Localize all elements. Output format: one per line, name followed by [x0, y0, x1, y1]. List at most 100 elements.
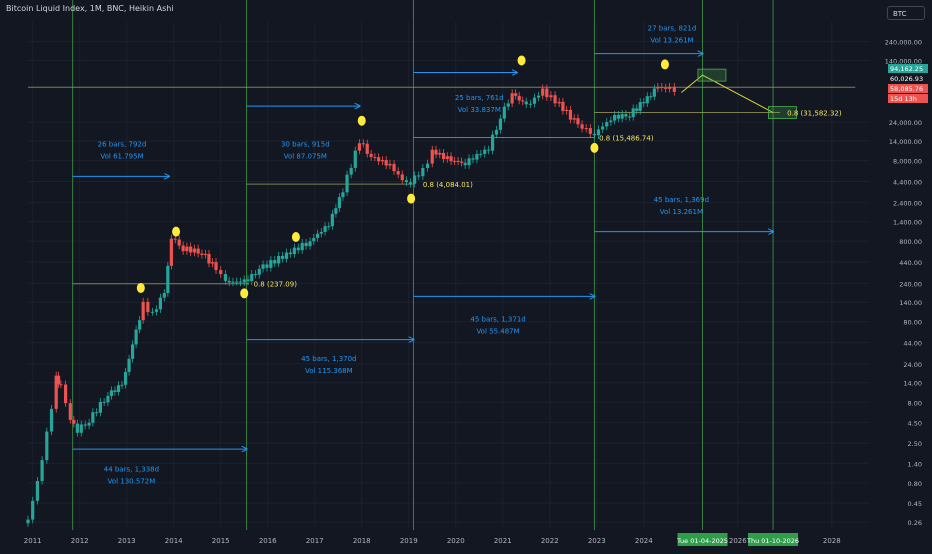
fib-label: 0.8 (4,084.01) — [423, 181, 473, 189]
candle-body — [166, 265, 170, 294]
price-badge-label: 15d 13h — [890, 95, 917, 103]
candle-body — [169, 238, 173, 266]
x-tick-label: 2016 — [259, 537, 277, 545]
candle-body — [296, 247, 300, 251]
candle-body — [177, 239, 181, 246]
candle-body — [56, 375, 61, 385]
candle-body — [162, 293, 166, 298]
x-tick-label: 2013 — [118, 537, 136, 545]
candle-body — [308, 241, 312, 247]
price-badge — [888, 94, 928, 103]
candle-body — [120, 384, 124, 386]
candle-body — [652, 88, 656, 97]
y-tick-label: 1.40 — [908, 460, 922, 468]
candle-body — [98, 401, 102, 413]
candle-body — [323, 226, 327, 232]
candle-body — [265, 264, 269, 268]
candle-body — [196, 248, 200, 254]
candle-body — [75, 423, 79, 433]
candle-body — [68, 403, 72, 420]
measure-volume: Vol 87.075M — [284, 152, 327, 160]
candle-body — [514, 93, 518, 96]
candle-body — [334, 208, 338, 214]
measure-label: 45 bars, 1,370d — [301, 355, 356, 363]
x-tick-label: 2018 — [353, 537, 371, 545]
candle-body — [438, 152, 442, 155]
y-tick-label: 0.45 — [908, 500, 922, 508]
candle-body — [203, 253, 208, 255]
candle-body — [417, 175, 421, 177]
candle-body — [288, 252, 293, 255]
price-badge — [888, 84, 928, 93]
candle-body — [421, 168, 425, 177]
date-badge — [677, 533, 728, 546]
x-tick-label: 2011 — [24, 537, 42, 545]
candle-body — [83, 424, 87, 426]
candle-body — [572, 118, 576, 120]
y-tick-label: 140,000.00 — [885, 57, 922, 65]
candle-body — [624, 114, 628, 117]
projection-path — [681, 74, 774, 113]
candle-body — [384, 160, 388, 166]
candle-body — [445, 156, 449, 160]
candle-body — [449, 156, 453, 162]
candle-body — [668, 86, 672, 89]
y-tick-label: 24.00 — [903, 361, 922, 369]
candle-body — [408, 182, 413, 184]
candle-body — [79, 424, 83, 433]
measure-label: 45 bars, 1,371d — [470, 316, 525, 324]
y-tick-label: 80.00 — [903, 319, 922, 327]
candle-body — [250, 274, 254, 282]
y-tick-label: 140.00 — [899, 299, 922, 307]
candle-body — [327, 226, 331, 228]
candle-body — [628, 116, 632, 118]
candle-body — [620, 114, 624, 119]
candle-body — [645, 96, 649, 104]
candle-body — [528, 103, 532, 105]
x-tick-label: 2014 — [165, 537, 183, 545]
candle-body — [568, 109, 573, 120]
x-tick-label: 2015 — [212, 537, 230, 545]
candle-body — [592, 133, 597, 136]
candle-body — [517, 95, 521, 101]
candle-body — [109, 390, 114, 396]
y-tick-label: 8,000.00 — [893, 158, 922, 166]
candle-body — [210, 262, 215, 264]
measure-label: 44 bars, 1,338d — [104, 466, 159, 474]
candle-body — [613, 114, 617, 121]
x-tick-label: 2020 — [447, 537, 465, 545]
candle-body — [181, 245, 185, 252]
candle-body — [396, 171, 400, 175]
candle-body — [616, 114, 620, 119]
candle-body — [138, 320, 142, 330]
candle-body — [601, 126, 605, 130]
candle-body — [102, 401, 106, 403]
candle-body — [127, 358, 131, 372]
candle-body — [277, 255, 281, 264]
candle-body — [123, 371, 128, 385]
candle-body — [373, 157, 377, 159]
candle-body — [649, 96, 653, 98]
candle-body — [35, 480, 40, 501]
date-badge-label: Tue 01-04-2025 — [676, 537, 728, 545]
y-tick-label: 1,400.00 — [893, 219, 922, 227]
candle-body — [214, 262, 218, 271]
candle-body — [456, 160, 460, 162]
candle-body — [400, 174, 404, 181]
x-tick-label: 2012 — [71, 537, 89, 545]
candle-body — [185, 246, 189, 252]
x-tick-label: 2026 — [729, 537, 747, 545]
candle-body — [361, 143, 365, 145]
candle-body — [64, 384, 68, 404]
candle-body — [467, 158, 471, 166]
y-tick-label: 0.80 — [908, 480, 922, 488]
candle-body — [434, 149, 438, 155]
candle-body — [330, 213, 334, 227]
measure-volume: Vol 13.261M — [660, 208, 703, 216]
candle-body — [490, 134, 495, 151]
x-tick-label: 2019 — [400, 537, 418, 545]
candle-body — [113, 390, 117, 392]
symbol-box[interactable]: BTC — [887, 6, 925, 20]
candle-body — [494, 129, 499, 135]
candle-body — [91, 412, 95, 423]
